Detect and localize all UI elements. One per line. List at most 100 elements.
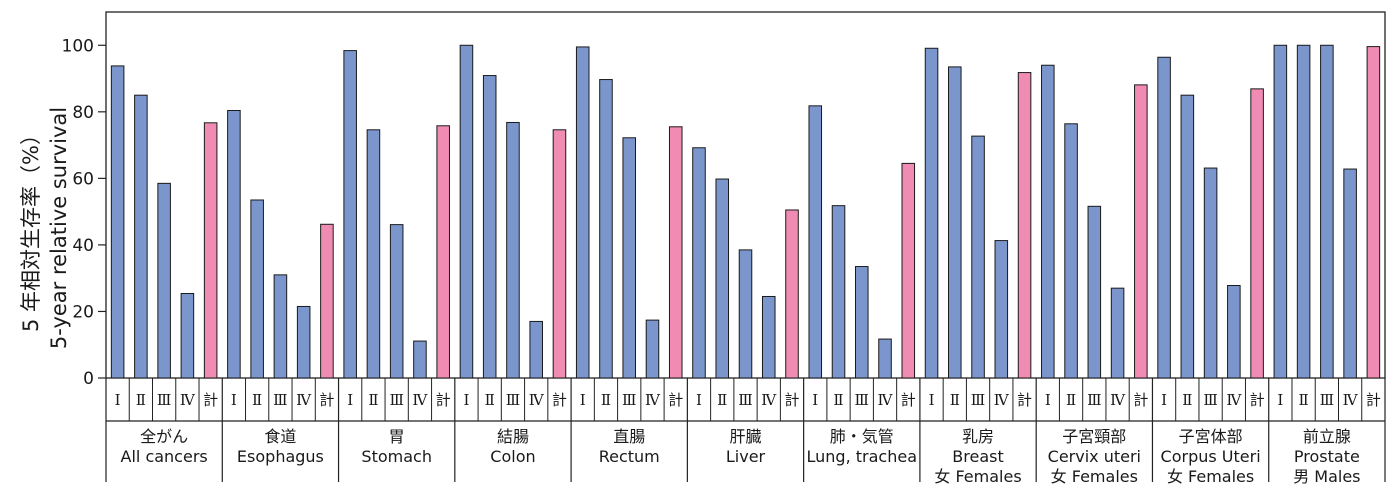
bar-stage xyxy=(854,266,869,379)
bar-total xyxy=(1134,84,1148,379)
stage-label: 計 xyxy=(319,391,334,409)
group-label: 肝臓 xyxy=(729,427,761,446)
stage-label: Ⅰ xyxy=(231,391,237,409)
bar-total xyxy=(1250,88,1264,379)
stage-label: Ⅳ xyxy=(180,391,196,409)
group-label: 前立腺 xyxy=(1303,427,1351,446)
stage-label: Ⅰ xyxy=(929,391,935,409)
bar-stage xyxy=(645,319,660,379)
stage-label: Ⅲ xyxy=(971,391,985,409)
stage-label: Ⅱ xyxy=(136,391,146,409)
group-label: 乳房 xyxy=(962,427,994,446)
bar-stage xyxy=(1087,205,1102,379)
stage-label: Ⅰ xyxy=(580,391,586,409)
bar-stage xyxy=(413,340,427,379)
bar-stage xyxy=(971,135,985,379)
stage-label: Ⅳ xyxy=(1110,391,1126,409)
y-tick-label: 20 xyxy=(72,302,94,322)
bar-total xyxy=(203,122,218,379)
bar-stage xyxy=(1227,285,1241,379)
stage-label: Ⅳ xyxy=(412,391,428,409)
stage-label: Ⅳ xyxy=(878,391,894,409)
group-label: Breast xyxy=(952,447,1003,466)
group-label: Prostate xyxy=(1294,447,1360,466)
bar-stage xyxy=(1110,287,1125,379)
group-label: 胃 xyxy=(389,427,405,446)
bar-stage xyxy=(738,249,753,379)
stage-label: Ⅳ xyxy=(761,391,777,409)
y-tick-label: 60 xyxy=(72,169,94,189)
group-label: 女 Females xyxy=(1051,467,1138,486)
bar-stage xyxy=(366,129,381,379)
bar-stage xyxy=(1157,56,1171,379)
stage-label: 計 xyxy=(1366,391,1381,409)
bar-stage xyxy=(1041,64,1055,379)
y-axis-label-line-1: 5 年相対生存率（%） xyxy=(19,124,43,332)
y-tick-label: 80 xyxy=(72,103,94,123)
stage-label: Ⅳ xyxy=(1226,391,1242,409)
stage-label: Ⅱ xyxy=(833,391,843,409)
bar-total xyxy=(785,209,799,379)
stage-label: Ⅲ xyxy=(738,391,752,409)
group-label: 男 Males xyxy=(1293,467,1360,486)
stage-label: Ⅳ xyxy=(529,391,545,409)
bar-stage xyxy=(1180,94,1195,379)
group-label: Colon xyxy=(490,447,535,466)
bar-stage xyxy=(1273,44,1288,379)
stage-label: 計 xyxy=(1017,391,1032,409)
bar-stage xyxy=(180,292,195,379)
stage-label: Ⅲ xyxy=(1203,391,1217,409)
bar-total xyxy=(1366,46,1381,379)
stage-label: Ⅰ xyxy=(347,391,353,409)
bar-stage xyxy=(227,109,241,379)
bar-stage xyxy=(273,274,288,379)
bar-total xyxy=(320,223,334,379)
bar-stage xyxy=(948,66,962,379)
stage-label: 計 xyxy=(901,391,916,409)
stage-label: Ⅱ xyxy=(485,391,495,409)
bar-stage xyxy=(389,224,404,379)
stage-label: Ⅲ xyxy=(1087,391,1101,409)
group-label: Lung, trachea xyxy=(807,447,917,466)
y-tick-label: 0 xyxy=(83,369,94,389)
group-label: 女 Females xyxy=(934,467,1021,486)
bar-stage xyxy=(1296,44,1311,379)
group-label: 女 Females xyxy=(1167,467,1254,486)
stage-label: Ⅲ xyxy=(622,391,636,409)
bar-stage xyxy=(994,240,1009,379)
group-label: Esophagus xyxy=(237,447,324,466)
stage-label: Ⅰ xyxy=(696,391,702,409)
stage-label: 計 xyxy=(203,391,218,409)
y-axis-label-line-2: 5-year relative survival xyxy=(47,107,71,349)
bar-stage xyxy=(831,205,846,379)
bar-stage xyxy=(692,147,706,379)
group-label: 直腸 xyxy=(613,427,645,446)
bar-stage xyxy=(808,105,823,379)
bar-total xyxy=(668,126,683,379)
bar-stage xyxy=(599,79,613,379)
bar-stage xyxy=(459,44,474,379)
stage-label: 計 xyxy=(668,391,683,409)
group-label: Liver xyxy=(726,447,766,466)
bar-stage xyxy=(110,65,125,379)
stage-label: 計 xyxy=(1250,391,1265,409)
stage-label: 計 xyxy=(1133,391,1148,409)
group-label: 食道 xyxy=(264,427,296,446)
bar-stage xyxy=(1320,44,1334,379)
stage-label: Ⅰ xyxy=(1161,391,1167,409)
stage-label: Ⅱ xyxy=(950,391,960,409)
group-label: Stomach xyxy=(361,447,432,466)
stage-label: Ⅱ xyxy=(368,391,378,409)
group-label: 結腸 xyxy=(497,427,529,446)
stage-label: Ⅲ xyxy=(157,391,171,409)
group-label: 肺・気管 xyxy=(830,427,894,446)
bar-stage xyxy=(761,295,776,379)
stage-label: 計 xyxy=(436,391,451,409)
stage-label: Ⅳ xyxy=(645,391,661,409)
stage-label: Ⅲ xyxy=(1320,391,1334,409)
group-label: Cervix uteri xyxy=(1048,447,1141,466)
bar-stage xyxy=(343,50,357,379)
